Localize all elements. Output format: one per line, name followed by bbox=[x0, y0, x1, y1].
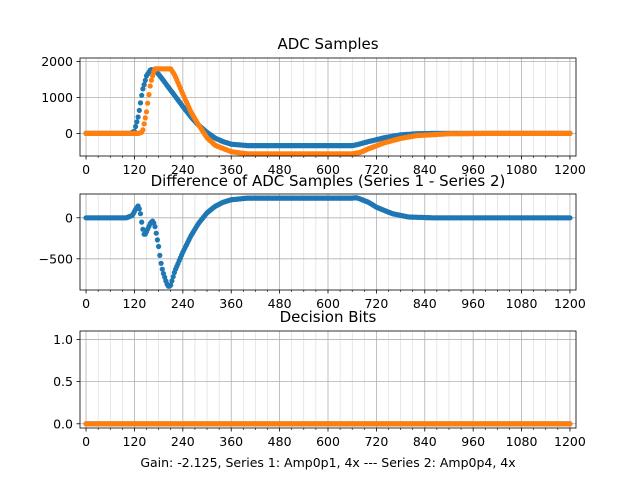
data-point bbox=[145, 100, 151, 106]
x-tick-label: 720 bbox=[364, 296, 388, 311]
data-point bbox=[153, 230, 159, 236]
x-tick-label: 960 bbox=[461, 296, 485, 311]
data-point bbox=[159, 266, 165, 272]
data-point bbox=[133, 123, 139, 130]
x-tick-label: 240 bbox=[171, 296, 195, 311]
x-tick-label: 1080 bbox=[506, 434, 538, 449]
series-2-points bbox=[83, 421, 573, 427]
panel-title: ADC Samples bbox=[277, 35, 378, 53]
x-tick-label: 1080 bbox=[506, 162, 538, 177]
data-point bbox=[140, 127, 146, 133]
data-point bbox=[156, 243, 162, 250]
x-tick-label: 960 bbox=[461, 434, 485, 449]
data-point bbox=[170, 274, 176, 280]
data-point bbox=[139, 219, 145, 225]
data-point bbox=[152, 224, 158, 230]
y-tick-label: 0 bbox=[65, 126, 73, 141]
y-tick-label: −500 bbox=[39, 251, 73, 266]
data-point bbox=[146, 92, 152, 98]
x-tick-label: 120 bbox=[123, 162, 147, 177]
x-tick-label: 1200 bbox=[554, 434, 586, 449]
data-point bbox=[134, 119, 140, 125]
plot-area: 0 120 240 360 480 600 720 840 960 1080 1200 −500 0 bbox=[39, 193, 586, 311]
x-tick-label: 600 bbox=[316, 434, 340, 449]
data-point bbox=[567, 421, 573, 427]
y-tick-label: 1.0 bbox=[53, 332, 73, 347]
x-tick-label: 0 bbox=[82, 434, 90, 449]
x-tick-label: 720 bbox=[364, 162, 388, 177]
x-tick-label: 1080 bbox=[506, 296, 538, 311]
x-tick-label: 360 bbox=[219, 296, 243, 311]
data-point bbox=[150, 73, 156, 79]
x-tick-label: 1200 bbox=[554, 296, 586, 311]
x-tick-label: 240 bbox=[171, 434, 195, 449]
data-point bbox=[140, 86, 146, 92]
data-point bbox=[137, 211, 144, 217]
x-tick-label: 360 bbox=[219, 162, 243, 177]
panel-adc-samples: ADC Samples 0 120 240 360 480 600 720 840 960 108… bbox=[41, 35, 586, 177]
data-point bbox=[141, 82, 147, 88]
x-tick-label: 840 bbox=[413, 434, 437, 449]
data-point bbox=[158, 260, 164, 266]
y-tick-label: 0.5 bbox=[53, 374, 73, 389]
plot-area: 0 120 240 360 480 600 720 840 960 1080 1200 0.0 0.5 1… bbox=[53, 330, 586, 449]
x-tick-label: 960 bbox=[461, 162, 485, 177]
panel-title: Decision Bits bbox=[280, 308, 377, 326]
x-tick-label: 120 bbox=[123, 296, 147, 311]
series-1-points bbox=[83, 67, 573, 149]
panel-difference: Difference of ADC Samples (Series 1 - Se… bbox=[39, 172, 586, 311]
x-tick-label: 480 bbox=[268, 296, 292, 311]
series-1-points bbox=[83, 195, 573, 289]
x-tick-label: 600 bbox=[316, 296, 340, 311]
x-tick-label: 0 bbox=[82, 296, 90, 311]
data-point bbox=[154, 237, 160, 243]
plot-area: 0 120 240 360 480 600 720 840 960 1080 1200 0 1000 20… bbox=[41, 54, 586, 177]
x-tick-label: 120 bbox=[123, 434, 147, 449]
x-tick-label: 600 bbox=[316, 162, 340, 177]
x-tick-label: 1200 bbox=[554, 162, 586, 177]
x-tick-label: 360 bbox=[219, 434, 243, 449]
x-axis-caption: Gain: -2.125, Series 1: Amp0p1, 4x --- S… bbox=[140, 455, 515, 470]
data-point bbox=[148, 77, 154, 83]
y-tick-label: 2000 bbox=[41, 54, 73, 69]
y-tick-label: 0.0 bbox=[53, 416, 73, 431]
y-tick-label: 1000 bbox=[41, 90, 73, 105]
data-point bbox=[157, 252, 163, 258]
x-tick-label: 840 bbox=[413, 162, 437, 177]
x-tick-label: 480 bbox=[268, 434, 292, 449]
x-tick-label: 840 bbox=[413, 296, 437, 311]
x-tick-label: 0 bbox=[82, 162, 90, 177]
data-point bbox=[135, 114, 141, 120]
data-point bbox=[567, 130, 573, 136]
x-tick-label: 480 bbox=[268, 162, 292, 177]
data-point bbox=[169, 278, 175, 284]
data-point bbox=[137, 100, 144, 106]
y-tick-label: 0 bbox=[65, 210, 73, 225]
data-point bbox=[139, 92, 145, 98]
series-2-points bbox=[83, 66, 573, 157]
data-point bbox=[136, 206, 142, 212]
x-tick-label: 240 bbox=[171, 162, 195, 177]
data-point bbox=[147, 83, 153, 89]
data-point bbox=[142, 77, 148, 83]
x-tick-label: 720 bbox=[364, 434, 388, 449]
panel-title: Difference of ADC Samples (Series 1 - Se… bbox=[151, 172, 506, 190]
data-point bbox=[141, 121, 147, 127]
data-point bbox=[567, 215, 573, 221]
data-point bbox=[142, 115, 148, 121]
data-point bbox=[168, 282, 174, 288]
data-point bbox=[143, 109, 150, 115]
panel-decision-bits: Decision Bits 0 120 240 360 480 600 720 840 960 1… bbox=[53, 308, 586, 449]
data-point bbox=[136, 107, 142, 113]
